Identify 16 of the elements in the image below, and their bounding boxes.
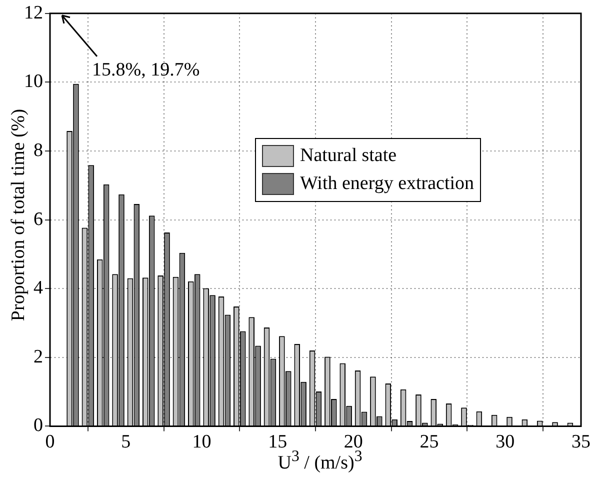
x-tick-label: 25 bbox=[420, 432, 439, 453]
legend-label: With energy extraction bbox=[300, 173, 474, 195]
x-tick-label: 10 bbox=[192, 432, 212, 453]
y-tick-label: 6 bbox=[34, 208, 43, 230]
legend-label: Natural state bbox=[300, 145, 397, 167]
y-tick-label: 12 bbox=[24, 2, 43, 24]
x-tick-label: 35 bbox=[572, 432, 590, 453]
x-tick-label: 30 bbox=[496, 432, 515, 453]
y-tick-label: 4 bbox=[34, 278, 44, 299]
y-tick-label: 2 bbox=[34, 346, 43, 368]
y-tick-label: 0 bbox=[34, 415, 43, 436]
x-tick-label: 5 bbox=[121, 432, 131, 453]
y-tick-label: 10 bbox=[24, 71, 43, 92]
annotation: 15.8%, 19.7% bbox=[92, 59, 200, 80]
y-tick-label: 8 bbox=[34, 140, 43, 161]
y-axis-title: Proportion of total time (%) bbox=[8, 108, 30, 322]
